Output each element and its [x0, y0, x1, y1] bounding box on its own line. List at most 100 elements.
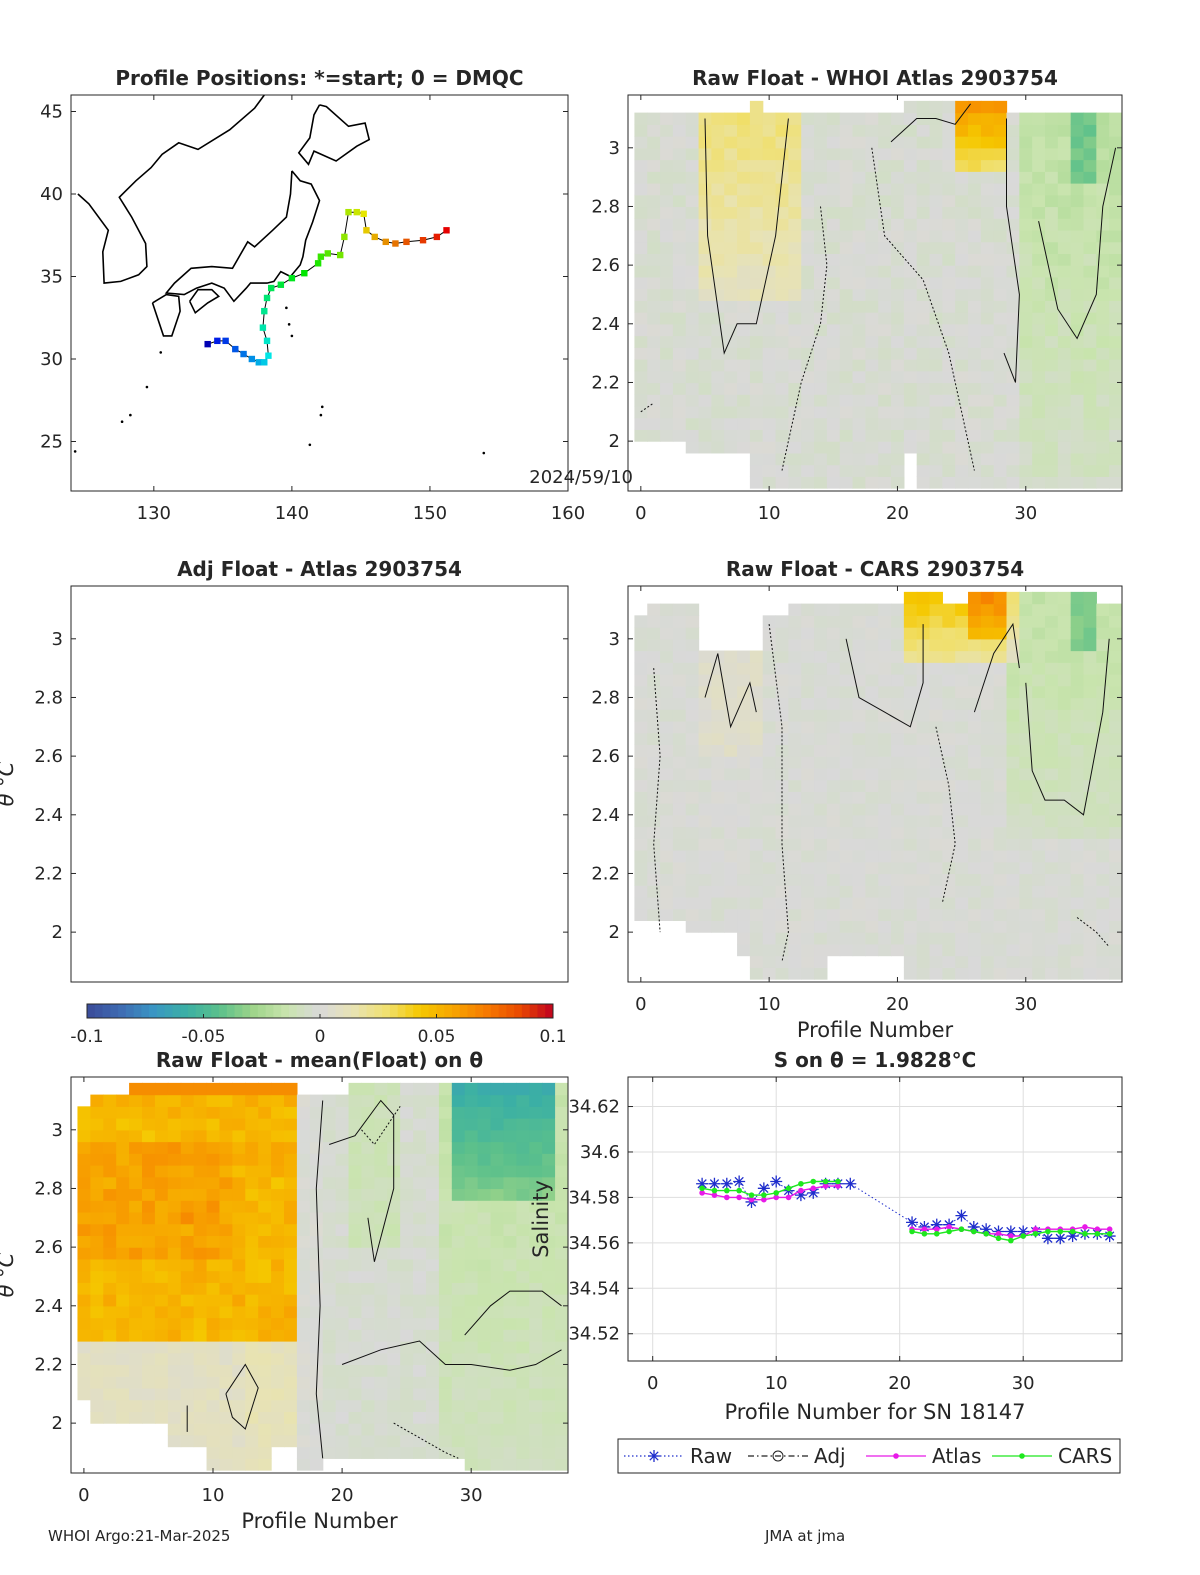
heat-cell [529, 1317, 543, 1330]
heat-cell [839, 441, 854, 454]
heat-cell [903, 932, 918, 945]
heat-cell [968, 147, 982, 161]
heat-cell [916, 873, 931, 886]
heat-cell [801, 241, 815, 254]
heat-cell [1019, 603, 1033, 616]
heat-cell [245, 1458, 259, 1471]
heat-cell [1032, 476, 1046, 489]
heat-cell [1096, 814, 1110, 828]
heat-cell [438, 1270, 453, 1283]
heat-cell [477, 1458, 492, 1471]
heat-cell [916, 908, 931, 921]
heat-cell [929, 405, 943, 419]
heat-cell [1045, 615, 1059, 628]
heat-cell [1045, 335, 1059, 348]
heat-cell [1070, 674, 1085, 687]
heat-cell [1096, 791, 1110, 804]
heat-cell [891, 943, 905, 957]
heat-cell [660, 370, 674, 384]
profile-position [433, 233, 441, 241]
heat-cell [903, 147, 918, 161]
heat-cell [116, 1305, 130, 1319]
heat-cell [916, 124, 931, 137]
cars-marker [736, 1187, 742, 1194]
heat-cell [309, 1129, 324, 1143]
heat-cell [685, 861, 700, 875]
coastline [73, 95, 486, 455]
heat-cell [335, 1258, 350, 1272]
heat-cell [634, 697, 648, 710]
heat-cell [698, 732, 713, 745]
heat-cell [1006, 323, 1020, 337]
heat-cell [929, 627, 943, 640]
heat-cell [490, 1270, 505, 1283]
heat-cell [685, 382, 700, 395]
heat-cell [1006, 300, 1020, 313]
colorbar-segment [141, 1004, 150, 1018]
heat-cell [685, 709, 700, 722]
heat-cell [698, 276, 713, 290]
heat-cell [490, 1423, 505, 1436]
heat-cell [980, 896, 995, 910]
heat-cell [413, 1200, 427, 1213]
heat-cell [801, 159, 815, 172]
heat-cell [103, 1247, 117, 1260]
heat-cell [762, 803, 777, 816]
heat-cell [413, 1223, 427, 1236]
heat-cell [762, 920, 777, 933]
heat-cell [1096, 112, 1110, 125]
heat-cell [116, 1188, 130, 1201]
heat-cell [980, 112, 995, 125]
heat-cell [1006, 183, 1020, 196]
heat-cell [477, 1434, 492, 1448]
heat-cell [1083, 241, 1097, 254]
heat-cell [374, 1258, 388, 1272]
heat-cell [477, 1282, 492, 1295]
heat-cell [1019, 194, 1033, 208]
heat-cell [206, 1188, 221, 1201]
y-tick-label: 2.8 [34, 687, 63, 708]
heat-cell [814, 347, 828, 360]
heat-cell [749, 335, 764, 348]
heat-cell [361, 1282, 375, 1295]
heat-cell [980, 253, 995, 266]
heat-cell [839, 359, 854, 372]
cars-marker [971, 1228, 977, 1235]
heat-cell [103, 1211, 117, 1225]
heat-cell [271, 1094, 285, 1107]
heat-cell [903, 241, 918, 254]
heat-cell [1070, 896, 1085, 910]
heat-cell [451, 1376, 466, 1389]
colorbar-segment [490, 1004, 500, 1018]
heat-cell [762, 288, 777, 301]
heat-cell [438, 1223, 453, 1236]
heat-cell [180, 1270, 195, 1283]
heat-cell [490, 1223, 505, 1236]
heat-cell [660, 603, 674, 616]
heat-cell [245, 1153, 259, 1166]
heat-cell [737, 920, 751, 933]
heat-cell [309, 1235, 324, 1248]
heat-cell [542, 1446, 556, 1459]
heat-cell [1006, 943, 1020, 957]
heat-cell [660, 709, 674, 722]
heat-cell [1006, 744, 1020, 757]
heat-cell [749, 744, 764, 757]
heat-cell [1032, 370, 1046, 384]
heat-cell [891, 159, 905, 172]
heat-cell [1070, 756, 1085, 769]
heat-cell [724, 850, 738, 863]
heat-cell [1006, 861, 1020, 875]
heat-cell [1070, 885, 1085, 898]
heat-cell [903, 417, 918, 430]
heat-cell [634, 241, 648, 254]
heat-cell [814, 838, 828, 851]
heat-cell [245, 1434, 259, 1448]
heat-cell [322, 1282, 337, 1295]
s-on-theta-xlabel: Profile Number for SN 18147 [724, 1400, 1025, 1424]
heat-cell [980, 335, 995, 348]
heat-cell [685, 253, 700, 266]
heat-cell [1096, 441, 1110, 454]
heat-cell [724, 265, 738, 278]
heat-cell [814, 615, 828, 628]
